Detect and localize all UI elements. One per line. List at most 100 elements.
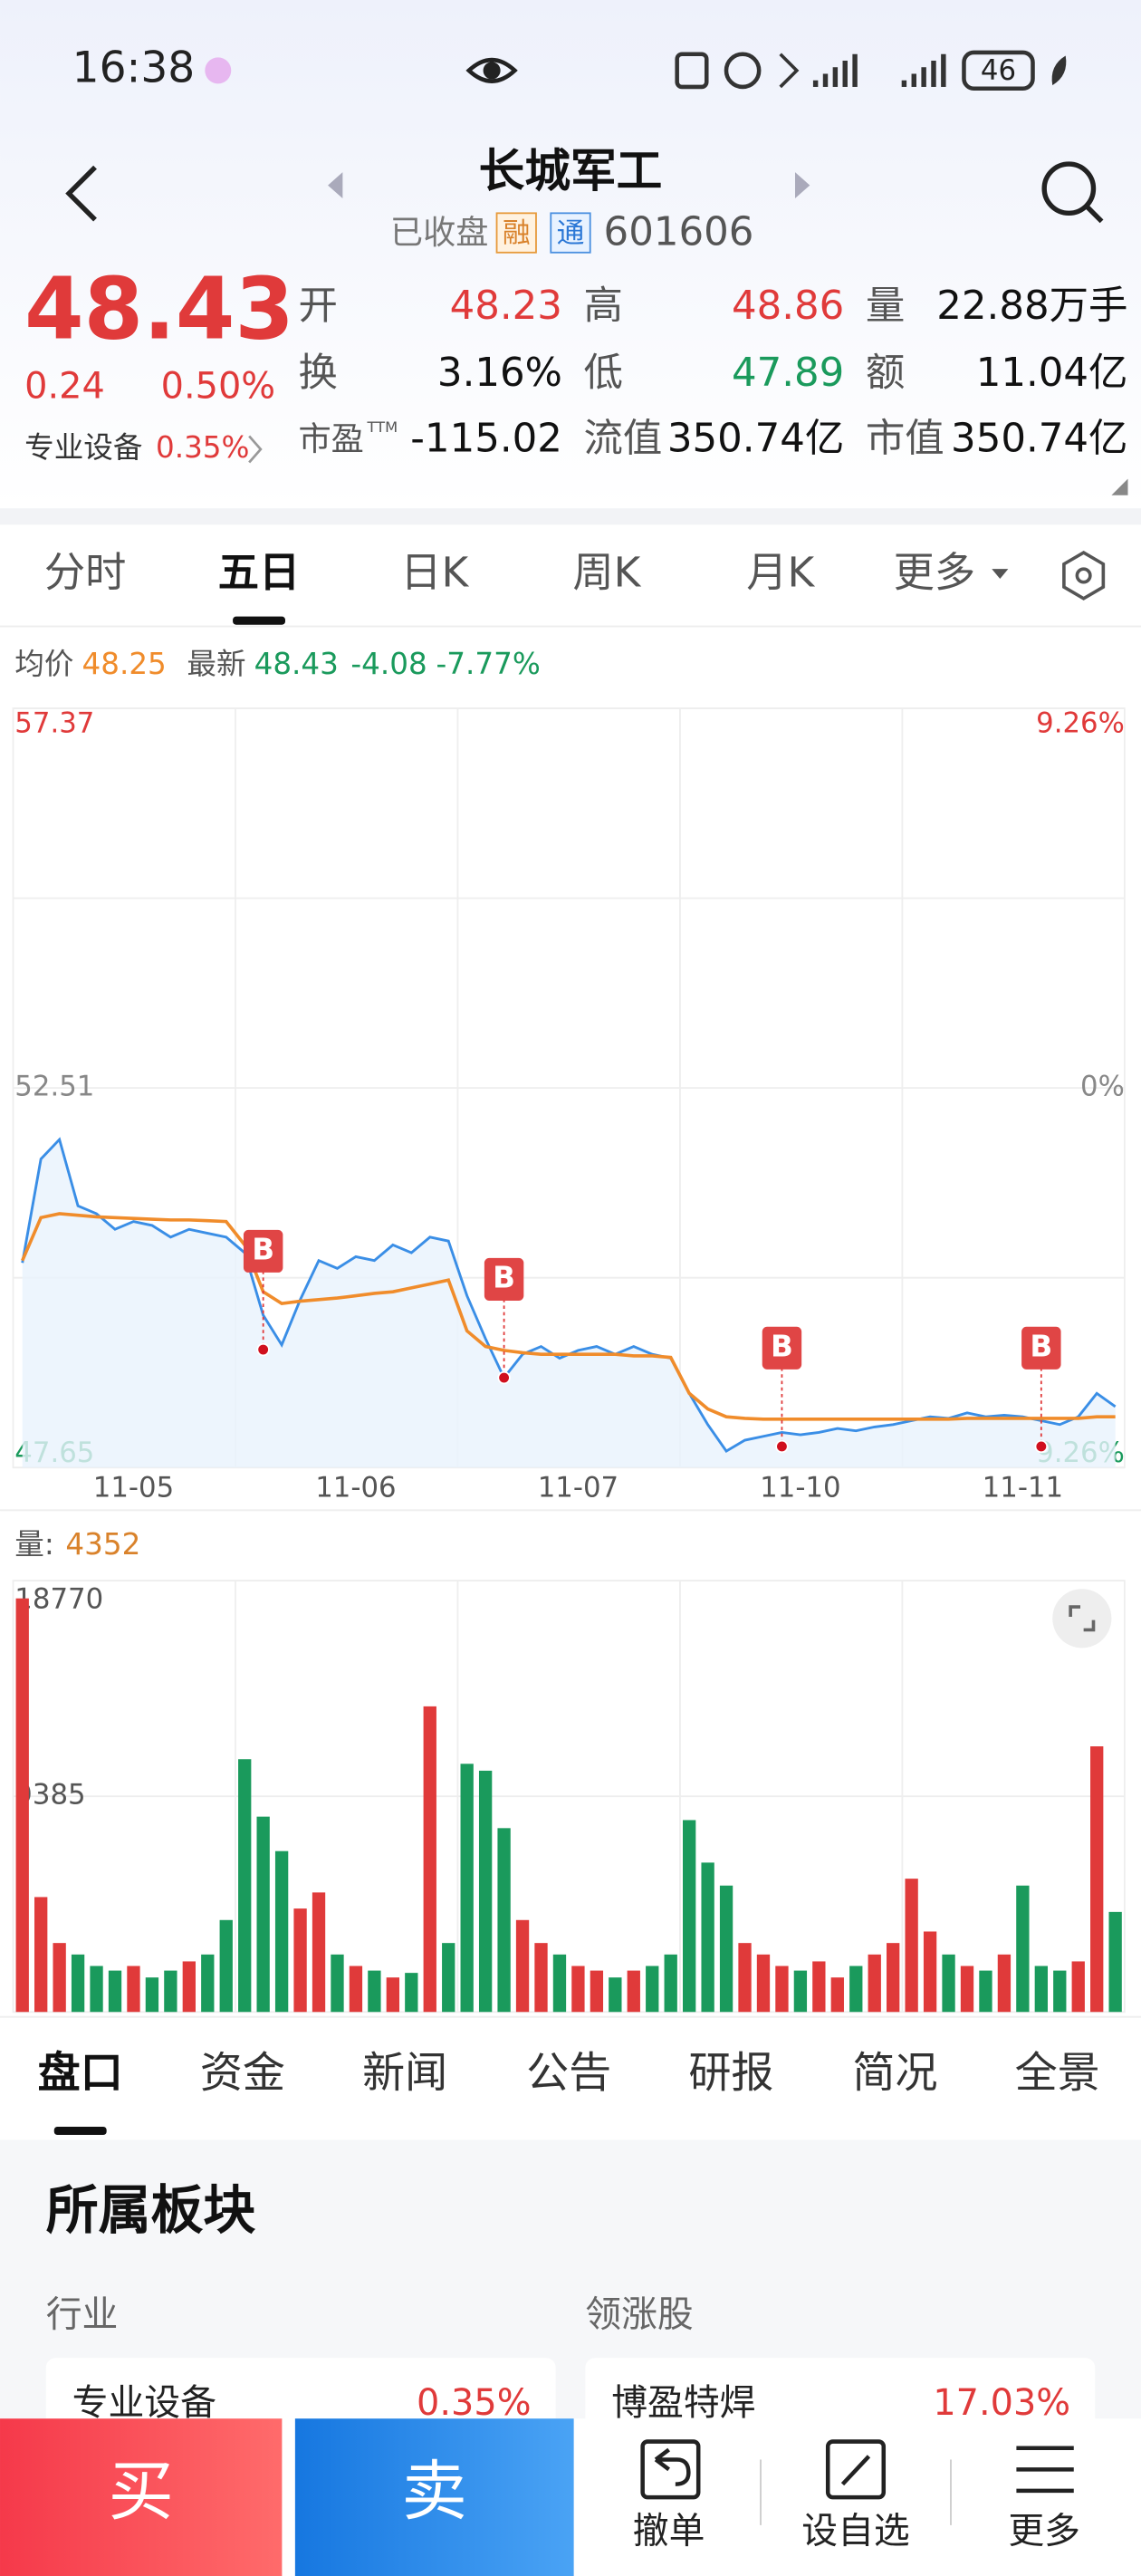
volume-bar [201, 1954, 215, 2013]
buy-label: B [1030, 1329, 1052, 1363]
x-tick-label: 11-07 [538, 1471, 618, 1504]
prev-stock[interactable] [328, 172, 343, 199]
section-tabs: 盘口 资金 新闻 公告 研报 简况 全景 [38, 2048, 1100, 2136]
volume-bar [145, 1977, 159, 2013]
buy-label: B [493, 1260, 515, 1294]
price-area [22, 1139, 1116, 1468]
volume-bar [534, 1943, 548, 2013]
tab[interactable]: 日K [400, 548, 469, 596]
section-tab[interactable]: 盘口 [38, 2048, 123, 2098]
y2-tick-label: 9.26% [1036, 707, 1125, 740]
action-label[interactable]: 设自选 [801, 2510, 909, 2552]
status-icons [675, 50, 1067, 91]
field-label-sup: TTM [367, 418, 398, 436]
volume-bar [497, 1828, 511, 2013]
y-tick-label: 52.51 [14, 1071, 94, 1103]
volume-bar [349, 1966, 363, 2013]
volume-bar [127, 1966, 140, 2013]
settings-icon[interactable] [1062, 550, 1106, 601]
buy-badge [484, 1257, 524, 1301]
section-tab[interactable]: 新闻 [362, 2048, 447, 2098]
volume-bar [1090, 1746, 1104, 2013]
volume-title: 量: [14, 1527, 54, 1562]
buy-badge [1021, 1326, 1061, 1370]
volume-bar [274, 1850, 289, 2013]
chevron [248, 435, 263, 464]
back-button[interactable] [65, 165, 97, 222]
volume-bar [812, 1961, 826, 2013]
info-change-pct: -7.77% [436, 647, 541, 681]
volume-bar [646, 1966, 659, 2013]
volume-bar [793, 1970, 808, 2013]
tab[interactable]: 更多 [894, 548, 976, 596]
action-label[interactable]: 撤单 [633, 2510, 705, 2552]
field-label: 额 [866, 351, 905, 396]
field-value: 48.86 [732, 284, 844, 329]
x-tick-label: 11-06 [315, 1471, 396, 1504]
field-value: 3.16% [437, 351, 562, 396]
section-tab[interactable]: 研报 [688, 2048, 773, 2098]
field-label: 低 [583, 351, 622, 396]
sector-pct: 0.35% [156, 430, 249, 465]
buy-badge [762, 1326, 802, 1370]
volume-bar [719, 1885, 734, 2013]
price-change: 0.24 [24, 366, 105, 408]
panel-label: 领涨股 [585, 2293, 693, 2335]
field-label: 量 [866, 284, 905, 329]
battery-level: 46 [981, 54, 1016, 87]
volume-bar [164, 1970, 177, 2013]
info-change: -4.08 [350, 647, 427, 681]
badge-box [550, 212, 591, 254]
tab-indicator [53, 2126, 107, 2136]
sector-name[interactable]: 专业设备 [24, 430, 142, 465]
tab[interactable]: 月K [746, 548, 815, 596]
section-tab[interactable]: 简况 [852, 2048, 937, 2098]
field-label: 市盈 [298, 419, 363, 458]
volume-bar [1053, 1970, 1067, 2013]
volume-bar [515, 1919, 530, 2013]
buy-button[interactable] [0, 2418, 283, 2576]
section-tab[interactable]: 公告 [526, 2048, 611, 2098]
eye-icon [465, 57, 518, 83]
buy-point [497, 1370, 511, 1385]
sell-button[interactable] [294, 2418, 574, 2576]
field-label: 高 [583, 284, 622, 329]
volume-bar [590, 1970, 604, 2013]
last-price: 48.43 [24, 260, 294, 359]
volume-bar [34, 1897, 48, 2013]
tab[interactable]: 五日 [218, 548, 300, 596]
buy-badge [243, 1229, 283, 1273]
info-last-label: 最新 [187, 647, 245, 681]
field-label: 市值 [866, 416, 944, 461]
industry-pct: 0.35% [417, 2382, 531, 2424]
x-tick-label: 11-10 [760, 1471, 840, 1504]
volume-bar [368, 1970, 381, 2013]
section-tab[interactable]: 资金 [200, 2048, 285, 2098]
stock-code: 601606 [604, 209, 754, 255]
next-stock[interactable] [795, 172, 810, 199]
x-tick-label: 11-05 [93, 1471, 174, 1504]
buy-label: B [771, 1329, 793, 1363]
x-tick-label: 11-11 [983, 1471, 1063, 1504]
volume-bar [90, 1966, 103, 2013]
volume-bar [1108, 1911, 1122, 2013]
volume-bar [905, 1879, 918, 2013]
volume-bar [664, 1954, 677, 2013]
tab[interactable]: 分时 [44, 548, 127, 596]
section-tab[interactable]: 全景 [1015, 2048, 1100, 2098]
volume-bar [53, 1943, 66, 2013]
volume-bar [849, 1966, 863, 2013]
volume-bar [423, 1706, 436, 2013]
action-icons [640, 2439, 1074, 2525]
expand-button[interactable] [1052, 1589, 1112, 1648]
panel-label: 行业 [46, 2293, 119, 2335]
search-button[interactable] [1041, 161, 1104, 224]
tab[interactable]: 周K [572, 548, 641, 596]
badge: 通 [557, 216, 585, 249]
y2-tick-label: 0% [1080, 1071, 1125, 1103]
action-label[interactable]: 更多 [1008, 2510, 1080, 2552]
volume-bar [997, 1954, 1012, 2013]
